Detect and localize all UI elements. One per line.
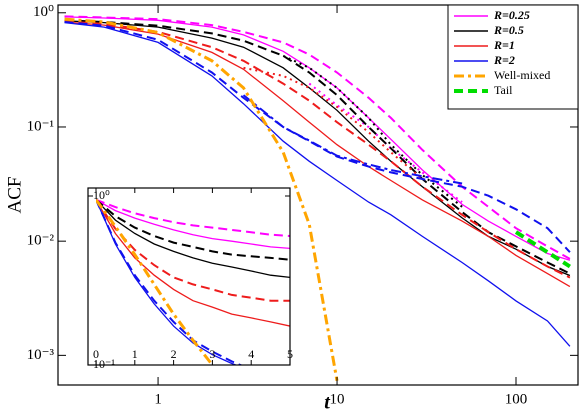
legend-label: R=1 — [493, 38, 515, 52]
plot-area — [96, 198, 290, 365]
data-line — [64, 17, 339, 381]
x-tick-label: 1 — [154, 391, 162, 407]
x-tick-label: 1 — [132, 347, 138, 361]
y-tick-label: 10⁰ — [33, 4, 54, 20]
x-tick-label: 0 — [93, 347, 99, 361]
inset-frame — [87, 187, 291, 366]
x-tick-label: 5 — [287, 347, 293, 361]
data-line — [96, 199, 244, 365]
y-tick-label: 10⁻³ — [27, 347, 55, 363]
y-tick-label: 10⁻² — [27, 233, 55, 249]
x-tick-label: 10 — [330, 391, 345, 407]
data-line — [96, 199, 290, 261]
y-axis-title: ACF — [4, 177, 25, 214]
data-line — [64, 21, 571, 253]
x-tick-label: 3 — [209, 347, 215, 361]
data-line — [96, 199, 290, 250]
plot-area — [64, 15, 571, 381]
y-tick-label: 10⁻¹ — [93, 357, 115, 371]
legend-label: R=0.25 — [493, 8, 530, 22]
data-line — [64, 20, 571, 277]
legend-label: Well-mixed — [494, 68, 550, 82]
inset-background — [88, 188, 290, 365]
legend-label: R=2 — [493, 53, 515, 67]
y-tick-label: 10⁰ — [93, 188, 110, 202]
y-tick-label: 10⁻¹ — [27, 118, 54, 134]
x-tick-label: 4 — [248, 347, 254, 361]
data-line — [64, 20, 571, 279]
legend-label: Tail — [494, 83, 513, 97]
data-line — [64, 19, 571, 275]
data-line — [96, 198, 215, 365]
x-tick-label: 2 — [171, 347, 177, 361]
legend-label: R=0.5 — [493, 23, 524, 37]
data-line — [64, 21, 571, 288]
data-line — [96, 199, 290, 327]
data-line — [243, 66, 424, 180]
data-line — [64, 21, 571, 347]
data-line — [64, 15, 571, 260]
x-tick-label: 100 — [505, 391, 528, 407]
x-axis-title: t — [324, 392, 331, 414]
data-line — [96, 199, 290, 302]
data-line — [96, 198, 290, 237]
data-line — [96, 199, 290, 279]
data-line — [242, 94, 463, 185]
plot-frame — [57, 4, 579, 386]
